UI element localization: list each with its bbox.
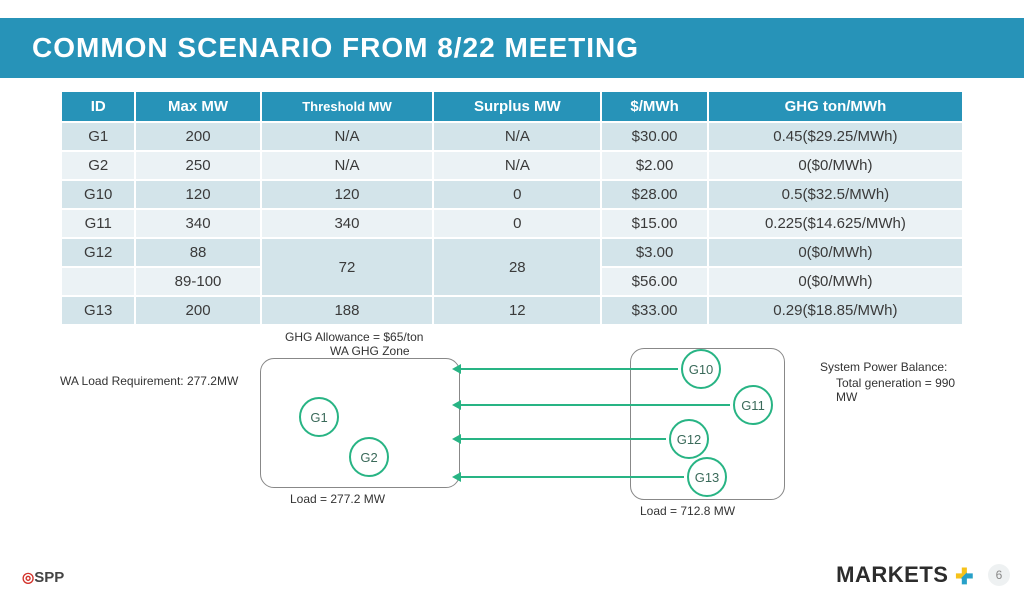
table-cell: 12	[433, 296, 601, 325]
table-row: G12887228$3.000($0/MWh)	[61, 238, 963, 267]
table-cell: 72	[261, 238, 434, 296]
table-cell: 120	[261, 180, 434, 209]
table-cell: N/A	[433, 151, 601, 180]
load-left-label: Load = 277.2 MW	[290, 492, 385, 506]
col-header: $/MWh	[601, 91, 707, 122]
flow-arrow	[460, 368, 678, 370]
table-cell: $33.00	[601, 296, 707, 325]
table-cell: $2.00	[601, 151, 707, 180]
table-cell: G12	[61, 238, 135, 267]
table-cell: $28.00	[601, 180, 707, 209]
table-cell: G2	[61, 151, 135, 180]
wa-load-req-label: WA Load Requirement: 277.2MW	[60, 374, 238, 388]
table-cell: $3.00	[601, 238, 707, 267]
table-cell	[61, 267, 135, 296]
table-cell: 0($0/MWh)	[708, 238, 963, 267]
table-cell: 200	[135, 296, 260, 325]
table-cell: 188	[261, 296, 434, 325]
table-cell: N/A	[261, 151, 434, 180]
generator-node: G12	[669, 419, 709, 459]
generator-node: G10	[681, 349, 721, 389]
generator-node: G2	[349, 437, 389, 477]
table-cell: 200	[135, 122, 260, 151]
col-header: Surplus MW	[433, 91, 601, 122]
table-cell: 340	[261, 209, 434, 238]
col-header: GHG ton/MWh	[708, 91, 963, 122]
table-cell: 0	[433, 180, 601, 209]
col-header: Max MW	[135, 91, 260, 122]
table-cell: 0($0/MWh)	[708, 267, 963, 296]
scenario-table: IDMax MWThreshold MWSurplus MW$/MWhGHG t…	[60, 90, 964, 326]
wa-zone-label: WA GHG Zone	[330, 344, 410, 358]
page-number: 6	[988, 564, 1010, 586]
table-cell: G1	[61, 122, 135, 151]
table-cell: G11	[61, 209, 135, 238]
flow-arrow	[460, 476, 684, 478]
table-cell: N/A	[261, 122, 434, 151]
spp-logo: ◎SPP	[22, 569, 64, 586]
table-row: G2250N/AN/A$2.000($0/MWh)	[61, 151, 963, 180]
table-cell: $56.00	[601, 267, 707, 296]
col-header: ID	[61, 91, 135, 122]
table-cell: 0	[433, 209, 601, 238]
table-cell: 0($0/MWh)	[708, 151, 963, 180]
load-right-label: Load = 712.8 MW	[640, 504, 735, 518]
footer: ◎SPP MARKETS ✚ 6	[0, 560, 1024, 588]
table-cell: 0.29($18.85/MWh)	[708, 296, 963, 325]
table-row: G101201200$28.000.5($32.5/MWh)	[61, 180, 963, 209]
sys-balance-label-2: Total generation = 990 MW	[836, 376, 964, 404]
table-cell: 28	[433, 238, 601, 296]
ghg-allowance-label: GHG Allowance = $65/ton	[285, 330, 423, 344]
table-cell: 0.45($29.25/MWh)	[708, 122, 963, 151]
table-cell: N/A	[433, 122, 601, 151]
generator-node: G1	[299, 397, 339, 437]
content-area: IDMax MWThreshold MWSurplus MW$/MWhGHG t…	[0, 78, 1024, 535]
page-title: COMMON SCENARIO FROM 8/22 MEETING	[0, 18, 1024, 78]
table-row: G1200N/AN/A$30.000.45($29.25/MWh)	[61, 122, 963, 151]
table-cell: G10	[61, 180, 135, 209]
table-cell: 340	[135, 209, 260, 238]
wa-zone-box: G1G2	[260, 358, 460, 488]
table-cell: 0.225($14.625/MWh)	[708, 209, 963, 238]
plus-icon: ✚	[955, 564, 974, 590]
table-cell: 250	[135, 151, 260, 180]
table-cell: 120	[135, 180, 260, 209]
col-header: Threshold MW	[261, 91, 434, 122]
table-cell: 0.5($32.5/MWh)	[708, 180, 963, 209]
flow-arrow	[460, 404, 730, 406]
table-cell: $15.00	[601, 209, 707, 238]
generator-node: G11	[733, 385, 773, 425]
table-cell: 88	[135, 238, 260, 267]
flow-arrow	[460, 438, 666, 440]
sys-balance-label-1: System Power Balance:	[820, 360, 947, 374]
table-row: G113403400$15.000.225($14.625/MWh)	[61, 209, 963, 238]
diagram: GHG Allowance = $65/ton WA GHG Zone WA L…	[60, 330, 964, 535]
markets-plus-logo: MARKETS ✚	[836, 562, 974, 588]
generator-node: G13	[687, 457, 727, 497]
table-cell: 89-100	[135, 267, 260, 296]
table-row: G1320018812$33.000.29($18.85/MWh)	[61, 296, 963, 325]
table-cell: G13	[61, 296, 135, 325]
table-cell: $30.00	[601, 122, 707, 151]
